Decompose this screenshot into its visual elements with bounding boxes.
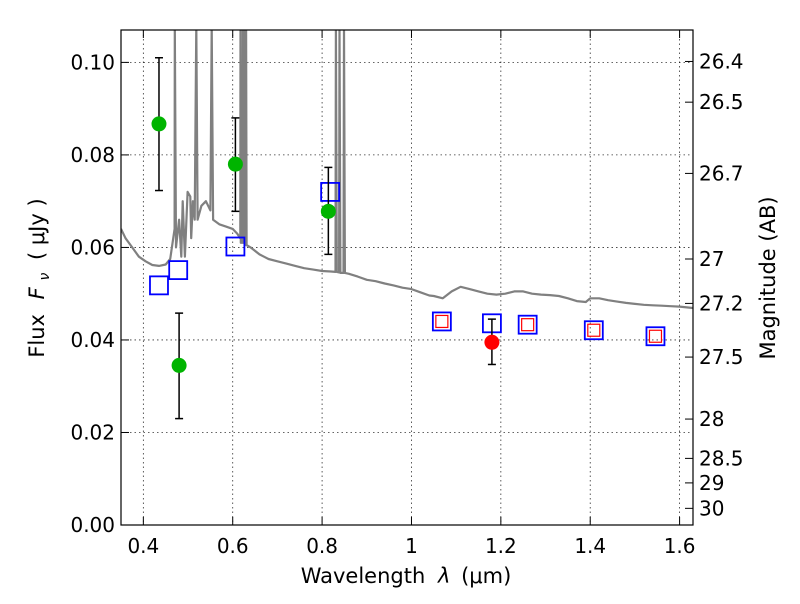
model-square-red [587, 323, 601, 337]
model-square-red [648, 329, 663, 343]
y2-tick-label: 27 [699, 247, 724, 271]
x-tick-label: 0.6 [217, 534, 249, 558]
data-point-green [227, 156, 243, 172]
y2-tick-label: 28 [699, 407, 724, 431]
x-axis-title-unit: (μm) [461, 564, 511, 588]
y2-tick-label: 30 [699, 496, 724, 520]
y-tick-label: 0.08 [70, 143, 115, 167]
x-axis-title-prefix: Wavelength [301, 564, 426, 588]
y2-tick-label: 27.5 [699, 345, 744, 369]
y2-tick-label: 26.5 [699, 90, 744, 114]
y-tick-label: 0.02 [70, 420, 115, 444]
data-point-green [151, 116, 167, 132]
x-tick-label: 1 [405, 534, 418, 558]
model-square-blue [225, 236, 246, 257]
model-square-blue [320, 182, 341, 202]
x-tick-label: 1.4 [574, 534, 606, 558]
model-square-blue [517, 314, 538, 335]
y2-tick-label: 29 [699, 471, 724, 495]
y2-tick-label: 28.5 [699, 446, 744, 470]
sed-template-line [121, 30, 693, 310]
y-axis-title-symbol: F [25, 286, 49, 299]
model-square-blue [149, 275, 169, 296]
model-square-blue [431, 311, 452, 332]
data-point-red [484, 334, 500, 350]
model-square-blue [168, 260, 189, 280]
x-tick-label: 0.8 [306, 534, 338, 558]
y2-tick-label: 27.2 [699, 291, 744, 315]
x-axis-title: Wavelength λ (μm) [301, 564, 512, 588]
y-axis-title: Flux F ν ( μJy ) [25, 198, 54, 357]
plot-frame [120, 29, 694, 526]
x-axis-title-symbol: λ [437, 564, 450, 588]
y-axis-title-unit: ( μJy ) [25, 198, 49, 260]
model-square-blue [645, 326, 666, 347]
x-tick-label: 1.6 [664, 534, 696, 558]
data-point-green [320, 203, 336, 219]
y-tick-label: 0.00 [70, 513, 115, 537]
x-tick-label: 1.2 [485, 534, 517, 558]
y-axis-title-prefix: Flux [25, 314, 49, 358]
y-tick-label: 0.10 [70, 50, 115, 74]
model-square-blue [583, 320, 604, 341]
y2-tick-label: 26.7 [699, 161, 744, 185]
plot-area [121, 30, 693, 420]
y-axis-title-subscript: ν [37, 273, 53, 281]
data-point-green [171, 357, 187, 373]
y-tick-label: 0.04 [70, 328, 115, 352]
x-tick-label: 0.4 [127, 534, 159, 558]
grid [121, 30, 693, 526]
y2-axis-title: Magnitude (AB) [756, 196, 780, 359]
y-tick-label: 0.06 [70, 235, 115, 259]
model-square-red [435, 314, 449, 329]
model-square-red [521, 318, 535, 332]
y2-tick-label: 26.4 [699, 49, 744, 73]
ticks: 0.4 0.6 0.8 1 1.2 1.4 1.6 0.00 0.02 0.04 0.06 0.08 0… [70, 30, 744, 558]
